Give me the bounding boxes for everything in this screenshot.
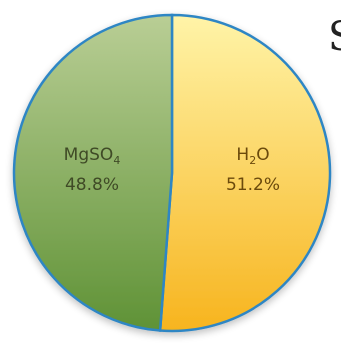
h2o-formula-subscript: 2 xyxy=(249,154,256,167)
pie-slice-mgso4 xyxy=(12,13,174,332)
mgso4-formula-base: MgSO xyxy=(64,145,114,165)
h2o-formula-tail: O xyxy=(256,145,269,165)
slice-value-mgso4: 48.8% xyxy=(65,175,119,195)
partial-glyph: S xyxy=(328,14,341,60)
pie-slice-h2o xyxy=(158,13,332,333)
h2o-formula-base: H xyxy=(236,145,249,165)
mgso4-formula-subscript: 4 xyxy=(113,154,120,167)
slice-label-mgso4: MgSO4 xyxy=(64,145,121,167)
slice-value-h2o: 51.2% xyxy=(226,175,280,195)
slice-label-h2o: H2O xyxy=(236,145,269,167)
